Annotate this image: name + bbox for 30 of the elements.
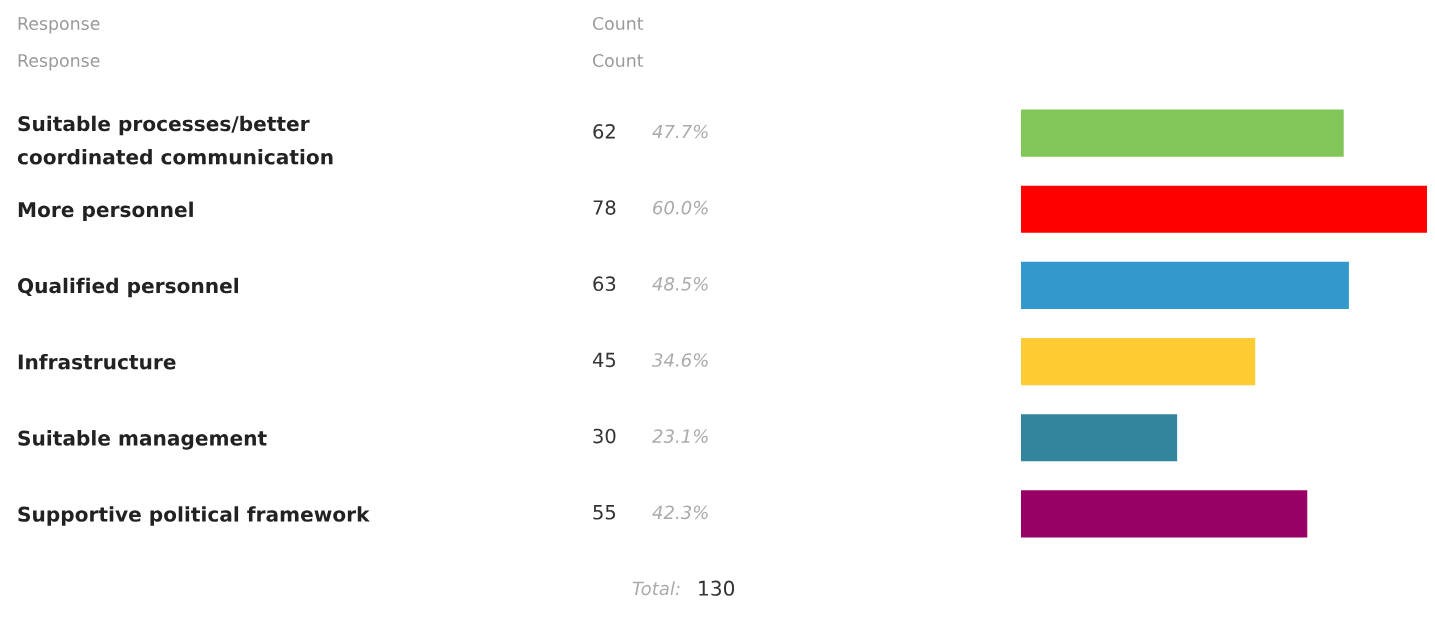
bar <box>1021 490 1308 538</box>
y-tick-label: Infrastructure <box>18 353 176 370</box>
bar <box>1021 109 1344 157</box>
bar <box>1021 185 1427 233</box>
y-tick-label: Qualified personnel <box>18 277 238 298</box>
text: 23.1% <box>652 429 708 443</box>
text: Count <box>592 16 644 31</box>
text: 48.5% <box>652 277 708 291</box>
bar <box>1021 337 1256 386</box>
text: 42.3% <box>652 505 708 520</box>
text: 47.7% <box>652 124 708 139</box>
y-tick-label: Suitable management <box>18 430 267 450</box>
y-tick-label: More personnel <box>18 201 193 222</box>
y-tick-label: Suitable processes/better coordinated communication <box>17 115 333 165</box>
text: Count <box>592 53 644 68</box>
data-label: 78 <box>593 200 616 215</box>
text: 34.6% <box>652 353 708 367</box>
data-label: 62 <box>593 124 615 139</box>
text: Total: <box>632 581 680 596</box>
text: 130 <box>699 580 735 596</box>
text: Response <box>18 54 100 71</box>
bar <box>1021 414 1178 462</box>
bar <box>1021 261 1349 310</box>
data-label: 30 <box>593 428 616 444</box>
text: Response <box>18 17 100 34</box>
data-label: 45 <box>592 352 616 368</box>
data-label: 55 <box>593 505 616 520</box>
text: 60.0% <box>653 200 708 215</box>
data-label: 63 <box>593 276 616 292</box>
y-tick-label: Supportive political framework <box>18 506 370 526</box>
